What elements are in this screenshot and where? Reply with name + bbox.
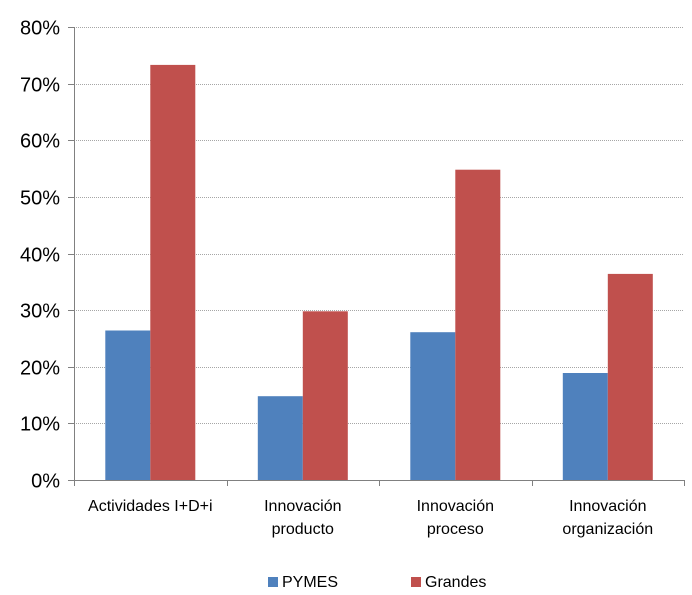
x-category-label: Innovación proceso: [417, 498, 494, 538]
bar-grandes-1: [302, 311, 348, 480]
bar-pymes-3: [562, 373, 608, 480]
y-tick-label: 10%: [20, 414, 60, 436]
y-tick-label: 40%: [20, 245, 60, 267]
legend-label-grandes: Grandes: [425, 574, 486, 591]
x-category-label: Innovación organización: [562, 498, 653, 538]
bar-grandes-3: [607, 273, 653, 480]
y-tick-label: 30%: [20, 301, 60, 323]
y-tick-label: 0%: [31, 471, 60, 493]
legend: PYMES Grandes: [268, 574, 486, 591]
bar-pymes-2: [410, 332, 456, 480]
y-axis-tick-labels: 0% 10% 20% 30% 40% 50% 60% 70% 80%: [20, 18, 60, 493]
legend-swatch-grandes: [411, 577, 421, 587]
y-tick-label: 60%: [20, 131, 60, 153]
y-tick-label: 80%: [20, 18, 60, 40]
y-tick-label: 70%: [20, 75, 60, 97]
bar-grandes-2: [455, 169, 501, 480]
bar-pymes-0: [105, 330, 151, 480]
y-tick-label: 50%: [20, 188, 60, 210]
bar-pymes-1: [257, 396, 303, 480]
axes: [74, 27, 685, 486]
legend-swatch-pymes: [268, 577, 278, 587]
x-category-label: Actividades I+D+i: [88, 498, 213, 515]
y-tick-label: 20%: [20, 358, 60, 380]
bar-grandes-0: [150, 64, 196, 481]
legend-label-pymes: PYMES: [282, 574, 338, 591]
x-category-label: Innovación producto: [264, 498, 341, 538]
gridlines: [68, 27, 684, 481]
bars: [105, 64, 653, 481]
x-axis-category-labels: Actividades I+D+i Innovación producto Innov…: [88, 498, 653, 538]
